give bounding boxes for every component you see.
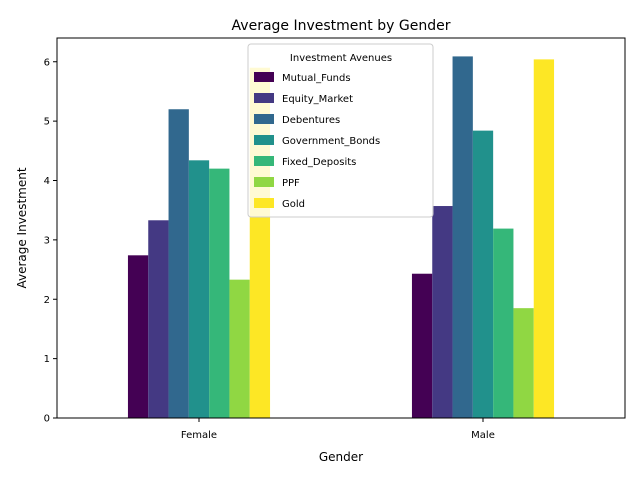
bar-equity-market-male bbox=[432, 206, 453, 418]
bar-debentures-male bbox=[452, 56, 473, 418]
plot-frame bbox=[56, 37, 626, 419]
bar-mutual-funds-female bbox=[127, 255, 149, 418]
y-tick-label: 6 bbox=[44, 57, 50, 68]
bar-government-bonds-male bbox=[472, 130, 494, 419]
chart-title: Average Investment by Gender bbox=[232, 18, 451, 34]
legend-label-debentures: Debentures bbox=[282, 115, 340, 126]
legend-label-government-bonds: Government_Bonds bbox=[282, 136, 380, 147]
y-tick-label: 4 bbox=[44, 176, 50, 187]
legend-swatch-equity-market bbox=[254, 93, 274, 103]
y-tick-label: 2 bbox=[44, 295, 50, 306]
bar-fixed-deposits-female bbox=[209, 168, 230, 419]
y-tick-label: 3 bbox=[44, 235, 50, 246]
legend-swatch-fixed-deposits bbox=[254, 156, 274, 166]
legend-label-ppf: PPF bbox=[282, 178, 300, 189]
y-tick-label: 5 bbox=[44, 117, 50, 128]
x-axis-title: Gender bbox=[319, 450, 363, 464]
bar-gold-male bbox=[533, 59, 555, 419]
legend-swatch-mutual-funds bbox=[254, 72, 274, 82]
legend-swatch-government-bonds bbox=[254, 135, 274, 145]
legend-swatch-gold bbox=[254, 198, 274, 208]
y-tick-label: 1 bbox=[44, 354, 50, 365]
legend-label-mutual-funds: Mutual_Funds bbox=[282, 73, 351, 84]
legend-swatch-debentures bbox=[254, 114, 274, 124]
y-axis: 0 1 2 3 4 5 6 bbox=[44, 57, 57, 425]
bar-ppf-female bbox=[229, 279, 250, 418]
bar-ppf-male bbox=[513, 308, 534, 418]
legend-items: Mutual_Funds Equity_Market Debentures Gover… bbox=[254, 72, 380, 210]
y-tick-label: 0 bbox=[44, 414, 50, 425]
legend-title: Investment Avenues bbox=[290, 53, 392, 64]
legend-label-equity-market: Equity_Market bbox=[282, 94, 353, 105]
bars-group bbox=[127, 56, 555, 419]
bar-fixed-deposits-male bbox=[493, 228, 514, 418]
legend-frame bbox=[247, 43, 434, 218]
legend-swatch-ppf bbox=[254, 177, 274, 187]
x-tick-label-female: Female bbox=[181, 430, 217, 441]
x-tick-label-male: Male bbox=[471, 430, 495, 441]
legend-label-fixed-deposits: Fixed_Deposits bbox=[282, 157, 356, 168]
legend-label-gold: Gold bbox=[282, 199, 305, 210]
bar-government-bonds-female bbox=[188, 160, 210, 418]
y-axis-title: Average Investment bbox=[15, 167, 29, 288]
legend: Investment Avenues Mutual_Funds Equity_Ma… bbox=[247, 43, 434, 218]
x-axis: Female Male bbox=[181, 418, 495, 441]
bar-mutual-funds-male bbox=[411, 273, 433, 418]
bar-debentures-female bbox=[168, 109, 189, 418]
bar-equity-market-female bbox=[148, 220, 169, 418]
